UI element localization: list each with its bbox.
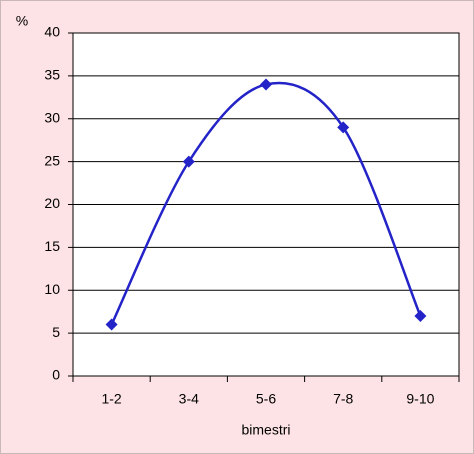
y-tick-label: 20 (44, 195, 60, 211)
x-tick-label: 5-6 (256, 391, 276, 407)
data-point (414, 309, 427, 322)
y-tick-label: 0 (52, 367, 60, 383)
y-tick-label: 35 (44, 67, 60, 83)
y-tick-label: 30 (44, 109, 60, 125)
y-axis-label: % (16, 13, 28, 29)
x-tick-label: 9-10 (406, 391, 434, 407)
data-point (337, 121, 350, 134)
x-axis-label: bimestri (241, 422, 290, 438)
y-tick-label: 5 (52, 324, 60, 340)
data-point (182, 155, 195, 168)
x-tick-label: 1-2 (101, 391, 121, 407)
y-tick-label: 15 (44, 238, 60, 254)
x-tick-label: 7-8 (333, 391, 353, 407)
y-tick-label: 10 (44, 281, 60, 297)
y-tick-label: 25 (44, 152, 60, 168)
data-point (260, 78, 272, 91)
data-point (105, 318, 118, 331)
y-tick-label: 40 (44, 24, 60, 40)
x-tick-label: 3-4 (179, 391, 199, 407)
